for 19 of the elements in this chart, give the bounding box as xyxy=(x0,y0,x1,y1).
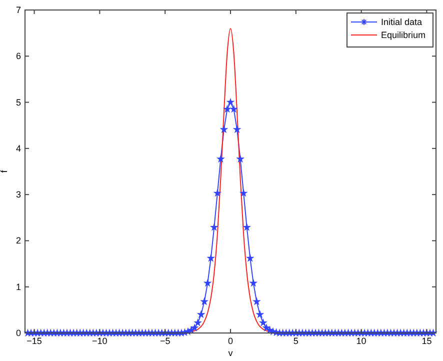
x-tick-label: −10 xyxy=(92,336,108,346)
x-tick-label: 0 xyxy=(228,336,234,346)
y-tick-label: 0 xyxy=(16,328,21,338)
y-tick-label: 3 xyxy=(16,190,21,200)
y-tick-label: 7 xyxy=(16,5,21,15)
x-tick-label: 15 xyxy=(422,336,432,346)
x-tick-label: −5 xyxy=(160,336,170,346)
x-tick-label: 5 xyxy=(293,336,298,346)
x-axis-title: v xyxy=(228,348,234,358)
legend-label: Equilibrium xyxy=(381,30,426,40)
y-tick-label: 1 xyxy=(16,282,21,292)
x-tick-label: 10 xyxy=(356,336,366,346)
y-tick-label: 6 xyxy=(16,51,21,62)
y-tick-label: 5 xyxy=(16,97,21,108)
y-tick-label: 4 xyxy=(16,143,21,154)
y-axis-title: f xyxy=(0,170,9,173)
y-tick-label: 2 xyxy=(16,236,21,246)
legend-label: Initial data xyxy=(381,17,422,27)
x-tick-label: −15 xyxy=(26,336,42,346)
